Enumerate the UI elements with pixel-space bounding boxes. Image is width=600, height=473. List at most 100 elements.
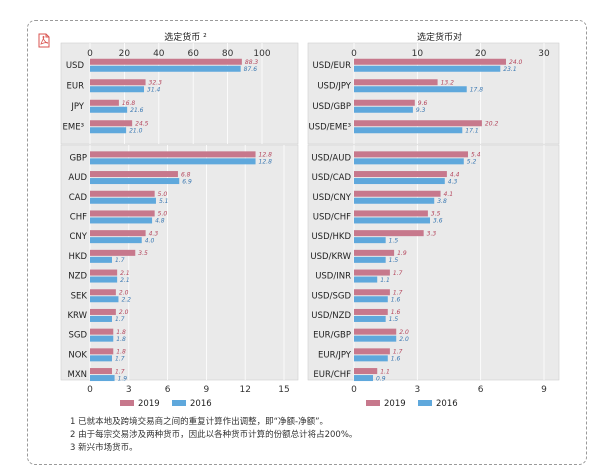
- data-label-2019: 3.5: [431, 211, 441, 218]
- data-label-2016: 5.2: [467, 159, 477, 166]
- bar-2016: [354, 127, 463, 134]
- legend-swatch-2016: [418, 400, 432, 406]
- legend-swatch-2019: [366, 400, 380, 406]
- plot-panel-4: [307, 144, 560, 381]
- data-label-2019: 12.8: [259, 152, 273, 159]
- bar-2016: [354, 86, 467, 93]
- data-label-2019: 2.0: [119, 289, 129, 296]
- bar-2019: [90, 230, 146, 237]
- bar-2016: [354, 375, 373, 382]
- bar-2016: [90, 335, 114, 342]
- data-label-2016: 1.5: [389, 316, 399, 323]
- bar-2019: [90, 210, 155, 217]
- category-label: CHF: [70, 212, 87, 222]
- tick-label: 20: [119, 49, 131, 59]
- data-label-2019: 3.3: [427, 230, 437, 237]
- tick-label: 6: [165, 385, 171, 395]
- data-label-2016: 2.2: [121, 296, 131, 303]
- category-label: CNY: [70, 232, 88, 242]
- tick-label: 12: [239, 385, 250, 395]
- bar-2019: [354, 230, 424, 237]
- data-label-2019: 1.6: [391, 309, 401, 316]
- bar-2019: [354, 190, 441, 197]
- chart-title: 选定货币 ²: [164, 31, 207, 43]
- category-label: KRW: [67, 311, 87, 321]
- data-label-2016: 4.8: [155, 218, 165, 225]
- data-label-2016: 1.9: [118, 375, 128, 382]
- bar-2016: [90, 375, 115, 382]
- bar-2019: [90, 308, 116, 315]
- footnote-3: 3 新兴市场货币。: [70, 443, 138, 453]
- category-label: USD/GBP: [312, 102, 351, 112]
- data-label-2019: 1.8: [116, 349, 126, 356]
- tick-label: 10: [412, 49, 424, 59]
- data-label-2019: 20.2: [485, 120, 499, 127]
- data-label-2019: 2.0: [399, 329, 409, 336]
- bar-2016: [90, 106, 128, 113]
- category-label: CAD: [69, 193, 88, 203]
- data-label-2019: 5.4: [471, 152, 481, 159]
- category-label: AUD: [68, 173, 87, 183]
- data-label-2016: 17.8: [470, 86, 484, 93]
- bar-2019: [90, 99, 119, 106]
- data-label-2016: 12.8: [259, 159, 273, 166]
- bar-2016: [354, 178, 445, 185]
- category-label: USD/EUR: [312, 61, 351, 71]
- bar-2019: [354, 151, 468, 158]
- data-label-2016: 0.9: [376, 375, 386, 382]
- data-label-2019: 13.2: [441, 79, 455, 86]
- bar-2019: [90, 171, 178, 178]
- category-label: JPY: [70, 102, 84, 112]
- tick-label: 30: [538, 49, 550, 59]
- bar-2019: [354, 289, 390, 296]
- data-label-2016: 5.1: [159, 198, 169, 205]
- bar-2019: [354, 249, 395, 256]
- bar-2019: [90, 190, 155, 197]
- data-label-2019: 3.5: [138, 250, 148, 257]
- data-label-2016: 1.5: [389, 257, 399, 264]
- bar-2019: [354, 99, 415, 106]
- bar-2016: [90, 237, 142, 244]
- bar-2016: [354, 158, 464, 165]
- data-label-2019: 5.0: [158, 211, 168, 218]
- bar-2016: [90, 315, 112, 322]
- tick-label: 100: [253, 49, 270, 59]
- bar-2016: [90, 217, 153, 224]
- data-label-2016: 1.6: [391, 296, 401, 303]
- data-label-2016: 4.3: [448, 178, 458, 185]
- bar-2019: [354, 368, 378, 375]
- category-label: NZD: [68, 272, 87, 282]
- data-label-2019: 24.5: [135, 120, 149, 127]
- data-label-2019: 4.1: [444, 191, 454, 198]
- data-label-2016: 9.3: [416, 107, 426, 114]
- legend-swatch-2019: [120, 400, 134, 406]
- bar-2016: [354, 296, 388, 303]
- pdf-icon[interactable]: [38, 33, 50, 48]
- bar-2019: [354, 269, 390, 276]
- bar-2016: [90, 355, 112, 362]
- data-label-2019: 2.0: [119, 309, 129, 316]
- bar-2016: [354, 315, 386, 322]
- tick-label: 20: [475, 49, 487, 59]
- bar-2019: [354, 120, 482, 127]
- bar-2016: [90, 65, 241, 72]
- data-label-2016: 1.6: [391, 356, 401, 363]
- bar-2019: [90, 348, 114, 355]
- bar-2016: [90, 197, 156, 204]
- data-label-2016: 6.9: [182, 178, 192, 185]
- tick-label: 9: [541, 385, 547, 395]
- bar-2016: [90, 178, 180, 185]
- bar-2019: [90, 289, 116, 296]
- data-label-2016: 4.0: [145, 237, 155, 244]
- bar-2016: [90, 276, 118, 283]
- bar-2016: [354, 355, 388, 362]
- tick-label: 40: [153, 49, 165, 59]
- bar-2019: [90, 249, 136, 256]
- category-label: MXN: [67, 370, 87, 380]
- bar-2016: [90, 256, 112, 263]
- data-label-2016: 2.0: [399, 336, 409, 343]
- tick-label: 6: [478, 385, 484, 395]
- category-label: USD/HKD: [311, 232, 351, 242]
- data-label-2019: 1.8: [116, 329, 126, 336]
